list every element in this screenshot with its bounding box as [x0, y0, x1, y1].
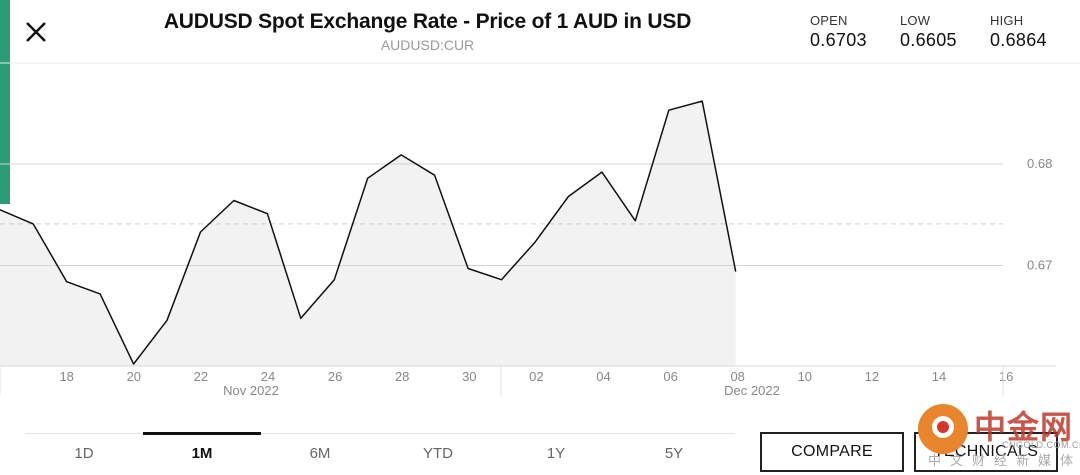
ticker-symbol: AUDUSD:CUR	[380, 37, 475, 53]
x-tick-label: 18	[59, 369, 73, 384]
x-tick-label: 14	[932, 369, 946, 384]
range-tabs: 1D 1M 6M YTD 1Y 5Y	[25, 432, 735, 475]
stat-low-value: 0.6605	[900, 30, 957, 50]
stat-high-value: 0.6864	[990, 30, 1047, 50]
x-tick-label: 30	[462, 369, 476, 384]
watermark: 中金网 CNGOLD.COM.CN 中文财经新媒体	[918, 402, 1080, 468]
month-label-nov: Nov 2022	[223, 383, 279, 398]
x-tick-label: 24	[261, 369, 275, 384]
x-tick-label: 20	[127, 369, 141, 384]
accent-bar	[0, 0, 10, 204]
close-icon	[26, 22, 46, 42]
y-tick-label: 0.67	[1027, 258, 1052, 273]
stat-low: LOW 0.6605	[900, 13, 957, 51]
x-tick-label: 06	[663, 369, 677, 384]
watermark-subtext: 中文财经新媒体	[928, 453, 1080, 468]
stat-low-label: LOW	[900, 13, 931, 28]
chart-title: AUDUSD Spot Exchange Rate - Price of 1 A…	[163, 10, 692, 33]
watermark-domain: CNGOLD.COM.CN	[1002, 440, 1080, 450]
tab-1m[interactable]: 1M	[143, 432, 261, 475]
price-line	[0, 100, 737, 365]
area-fill	[0, 101, 736, 366]
x-tick-label: 28	[395, 369, 409, 384]
x-tick-label: 10	[798, 369, 812, 384]
tab-1y[interactable]: 1Y	[546, 445, 566, 462]
stat-high-label: HIGH	[990, 13, 1024, 28]
stat-high: HIGH 0.6864	[990, 13, 1047, 51]
tab-6m[interactable]: 6M	[309, 445, 331, 462]
tab-1d[interactable]: 1D	[74, 445, 94, 462]
month-label-dec: Dec 2022	[724, 383, 780, 398]
watermark-text: 中金网	[974, 409, 1074, 445]
x-tick-label: 08	[730, 369, 744, 384]
stat-open: OPEN 0.6703	[810, 13, 867, 51]
x-tick-label: 12	[865, 369, 879, 384]
tab-5y[interactable]: 5Y	[664, 445, 684, 462]
x-tick-label: 26	[328, 369, 342, 384]
x-tick-label: 02	[529, 369, 543, 384]
x-tick-label: 22	[194, 369, 208, 384]
y-tick-label: 0.68	[1027, 156, 1052, 171]
compare-button[interactable]: COMPARE	[760, 432, 904, 472]
x-tick-label: 04	[596, 369, 610, 384]
watermark-logo-icon	[918, 404, 968, 454]
stat-open-value: 0.6703	[810, 30, 867, 50]
price-chart[interactable]: 0.67 0.68 18 20 22 24 26 28 30 02 04 06 08 10 12 14 16 No…	[0, 0, 1080, 410]
tab-ytd[interactable]: YTD	[423, 445, 453, 462]
close-button[interactable]	[18, 14, 54, 50]
x-tick-label: 16	[999, 369, 1013, 384]
stat-open-label: OPEN	[810, 13, 848, 28]
